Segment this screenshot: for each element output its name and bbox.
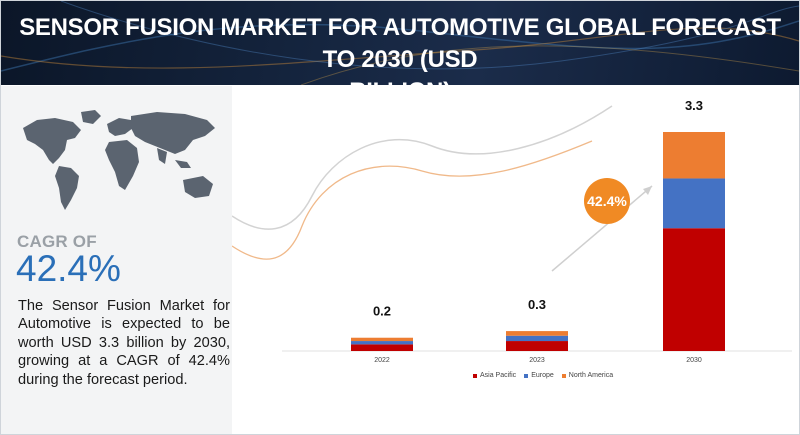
legend-label-north-america: North America <box>568 372 614 379</box>
bar-2030-europe <box>663 178 725 229</box>
stacked-bar-chart: 0.2 2022 0.3 2023 3.3 2030 <box>232 98 792 364</box>
world-map-icon <box>23 110 215 210</box>
bar-2022-asia-pacific <box>351 344 413 351</box>
growth-arrow-line <box>551 185 653 272</box>
legend-label-asia-pacific: Asia Pacific <box>480 372 517 379</box>
legend-swatch-north-america <box>561 373 566 378</box>
bar-2030-asia-pacific <box>663 228 725 351</box>
legend-item-north-america: North America <box>561 372 614 379</box>
summary-panel: CAGR OF 42.4% The Sensor Fusion Market f… <box>1 86 232 434</box>
page-title-line2: BILLION) <box>1 76 799 85</box>
bar-2022-europe <box>351 341 413 345</box>
header-light-streaks <box>1 1 799 85</box>
x-tick-label-2023: 2023 <box>529 357 545 364</box>
market-description: The Sensor Fusion Market for Automotive … <box>18 298 230 388</box>
legend-swatch-asia-pacific <box>473 373 477 378</box>
chart-area: 0.2 2022 0.3 2023 3.3 2030 <box>232 86 799 434</box>
total-label-2030: 3.3 <box>685 98 703 113</box>
bar-2023-europe <box>506 335 568 342</box>
bar-2023-asia-pacific <box>506 341 568 351</box>
x-tick-label-2030: 2030 <box>686 357 702 364</box>
legend-item-europe: Europe <box>524 372 554 379</box>
total-label-2022: 0.2 <box>373 304 391 319</box>
legend-label-europe: Europe <box>531 372 554 379</box>
header-banner: SENSOR FUSION MARKET FOR AUTOMOTIVE GLOB… <box>1 1 799 85</box>
legend-item-asia-pacific: Asia Pacific <box>473 372 516 379</box>
bar-2022-north-america <box>351 337 413 342</box>
chart-legend: Asia Pacific Europe North America <box>473 372 613 379</box>
bar-2023-north-america <box>506 331 568 336</box>
page-title-line1: SENSOR FUSION MARKET FOR AUTOMOTIVE GLOB… <box>19 14 781 73</box>
decorative-swoosh-1 <box>232 105 613 230</box>
total-label-2023: 0.3 <box>528 297 546 312</box>
x-tick-label-2022: 2022 <box>374 357 390 364</box>
decorative-swoosh-2 <box>232 140 593 260</box>
page-title: SENSOR FUSION MARKET FOR AUTOMOTIVE GLOB… <box>1 12 799 85</box>
cagr-label: CAGR OF <box>17 232 97 251</box>
cagr-callout-bubble: 42.4% <box>584 178 630 224</box>
growth-arrow-head <box>643 186 652 195</box>
bar-2030-north-america <box>663 132 725 179</box>
legend-swatch-europe <box>524 373 529 378</box>
cagr-value: 42.4% <box>16 248 121 289</box>
bars-group: 0.2 2022 0.3 2023 3.3 2030 <box>351 98 725 364</box>
